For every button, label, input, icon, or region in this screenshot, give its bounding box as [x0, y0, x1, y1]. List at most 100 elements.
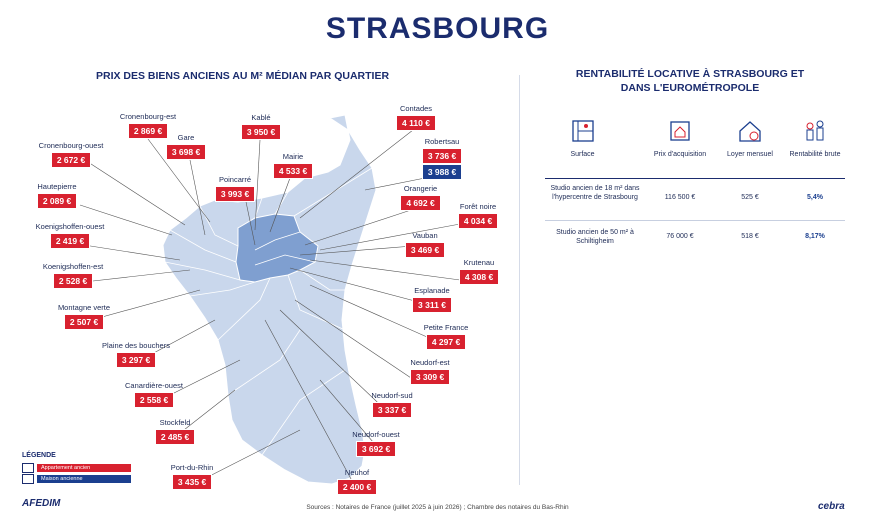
district-plaine-des-bouchers: Plaine des bouchers 3 297 €: [90, 341, 182, 368]
district-name: Cronenbourg-ouest: [38, 141, 104, 150]
cebra-logo: cebra: [818, 501, 845, 512]
apartment-price: 3 435 €: [171, 474, 213, 490]
district-name: Neuhof: [344, 468, 370, 477]
district-gare: Gare 3 698 €: [160, 133, 212, 160]
district-name: Forêt noire: [459, 202, 497, 211]
map-title: PRIX DES BIENS ANCIENS AU M² MÉDIAN PAR …: [96, 70, 390, 82]
header-label: Surface: [570, 151, 595, 158]
district-name: Montagne verte: [57, 303, 111, 312]
district-esplanade: Esplanade 3 311 €: [404, 286, 460, 313]
legend-title: LÉGENDE: [22, 452, 56, 459]
apartment-price: 2 558 €: [133, 392, 175, 408]
apartment-price: 2 869 €: [127, 123, 169, 139]
district-robertsau: Robertsau 3 736 €3 988 €: [416, 137, 468, 180]
district-mairie: Mairie 4 533 €: [268, 152, 318, 179]
header-label: Prix d'acquisition: [653, 151, 707, 158]
map-outer-area: [162, 114, 377, 485]
district-cronenbourg-ouest: Cronenbourg-ouest 2 672 €: [26, 141, 116, 168]
row1-surface: Studio ancien de 18 m² dans l'hypercentr…: [550, 185, 640, 201]
header-yield: Rentabilité brute: [785, 118, 845, 159]
district-contades: Contades 4 110 €: [390, 104, 442, 131]
district-foret-noire: Forêt noire 4 034 €: [450, 202, 506, 229]
sources-note: Sources : Notaires de France (juillet 20…: [306, 504, 569, 511]
district-neudorf-est: Neudorf-est 3 309 €: [402, 358, 458, 385]
header-label: Loyer mensuel: [727, 151, 773, 158]
district-name: Cronenbourg-est: [119, 112, 177, 121]
apartment-price: 3 736 €: [421, 148, 463, 164]
row1-price: 116 500 €: [664, 194, 696, 201]
header-price: Prix d'acquisition: [650, 118, 710, 159]
apartment-price: 4 034 €: [457, 213, 499, 229]
district-name: Kablé: [251, 113, 271, 122]
apartment-price: 2 528 €: [52, 273, 94, 289]
row2-rent: 518 €: [741, 233, 759, 240]
district-neudorf-ouest: Neudorf-ouest 3 692 €: [342, 430, 410, 457]
apartment-price: 2 507 €: [63, 314, 105, 330]
district-name: Robertsau: [424, 137, 460, 146]
afedim-logo: AFEDIM: [22, 498, 61, 509]
district-petite-france: Petite France 4 297 €: [413, 323, 479, 350]
district-name: Neudorf-sud: [371, 391, 413, 400]
row1-rent: 525 €: [741, 194, 759, 201]
district-cronenbourg-est: Cronenbourg-est 2 869 €: [108, 112, 188, 139]
apartment-price: 4 308 €: [458, 269, 500, 285]
district-koenigshoffen-ouest: Koenigshoffen-ouest 2 419 €: [18, 222, 122, 249]
district-montagne-verte: Montagne verte 2 507 €: [48, 303, 120, 330]
district-name: Koenigshoffen-ouest: [35, 222, 105, 231]
strasbourg-map: [79, 114, 461, 491]
apartment-price: 2 672 €: [50, 152, 92, 168]
vertical-divider: [519, 75, 520, 485]
apartment-price: 2 419 €: [49, 233, 91, 249]
district-neuhof: Neuhof 2 400 €: [334, 468, 380, 495]
legend: LÉGENDE Appartement ancien Maison ancien…: [22, 452, 131, 485]
district-name: Poincarré: [218, 175, 252, 184]
district-krutenau: Krutenau 4 308 €: [454, 258, 504, 285]
row2-surface: Studio ancien de 50 m² à Schiltigheim: [556, 229, 634, 245]
district-kable: Kablé 3 950 €: [236, 113, 286, 140]
apartment-price: 3 309 €: [409, 369, 451, 385]
legend-apartment: Appartement ancien: [37, 464, 131, 472]
apartment-price: 3 993 €: [214, 186, 256, 202]
district-name: Vauban: [412, 231, 438, 240]
apartment-price: 4 110 €: [396, 115, 436, 131]
row-rule: [545, 220, 845, 221]
district-name: Esplanade: [414, 286, 450, 295]
header-label: Rentabilité brute: [789, 151, 841, 158]
district-name: Mairie: [282, 152, 304, 161]
district-stockfeld: Stockfeld 2 485 €: [150, 418, 200, 445]
row2-price: 76 000 €: [666, 233, 694, 240]
apartment-price: 4 692 €: [400, 195, 441, 211]
apartment-price: 4 533 €: [272, 163, 314, 179]
district-hautepierre: Hautepierre 2 089 €: [28, 182, 86, 209]
header-rent: Loyer mensuel: [725, 118, 775, 159]
apartment-price: 3 311 €: [412, 297, 452, 313]
district-name: Port-du-Rhin: [170, 463, 214, 472]
house-euro-icon: [739, 121, 761, 142]
rentability-table: Surface Prix d'acquisition Loyer mensuel…: [545, 118, 845, 258]
apartment-price: 2 400 €: [336, 479, 378, 495]
district-name: Contades: [399, 104, 433, 113]
district-name: Stockfeld: [159, 418, 191, 427]
apartment-price: 2 089 €: [36, 193, 78, 209]
district-name: Krutenau: [463, 258, 495, 267]
apartment-price: 4 297 €: [425, 334, 467, 350]
district-vauban: Vauban 3 469 €: [400, 231, 450, 258]
district-name: Koenigshoffen-est: [42, 262, 104, 271]
legend-house: Maison ancienne: [37, 475, 131, 483]
chess-pieces-icon: [806, 120, 824, 141]
apartment-price: 3 692 €: [355, 441, 397, 457]
apartment-price: 3 337 €: [371, 402, 413, 418]
header-rule: [545, 178, 845, 179]
district-orangerie: Orangerie 4 692 €: [393, 184, 448, 211]
apartment-price: 3 297 €: [115, 352, 157, 368]
row1-yield: 5,4%: [807, 194, 823, 201]
apartment-price: 3 698 €: [165, 144, 207, 160]
district-canardiere-ouest: Canardière-ouest 2 558 €: [114, 381, 194, 408]
district-name: Canardière-ouest: [125, 381, 183, 390]
price-tag-house-icon: [670, 121, 690, 141]
district-neudorf-sud: Neudorf-sud 3 337 €: [362, 391, 422, 418]
district-name: Plaine des bouchers: [102, 341, 170, 350]
page-title: STRASBOURG: [325, 12, 550, 45]
apartment-price: 3 469 €: [404, 242, 446, 258]
district-koenigshoffen-est: Koenigshoffen-est 2 528 €: [28, 262, 118, 289]
